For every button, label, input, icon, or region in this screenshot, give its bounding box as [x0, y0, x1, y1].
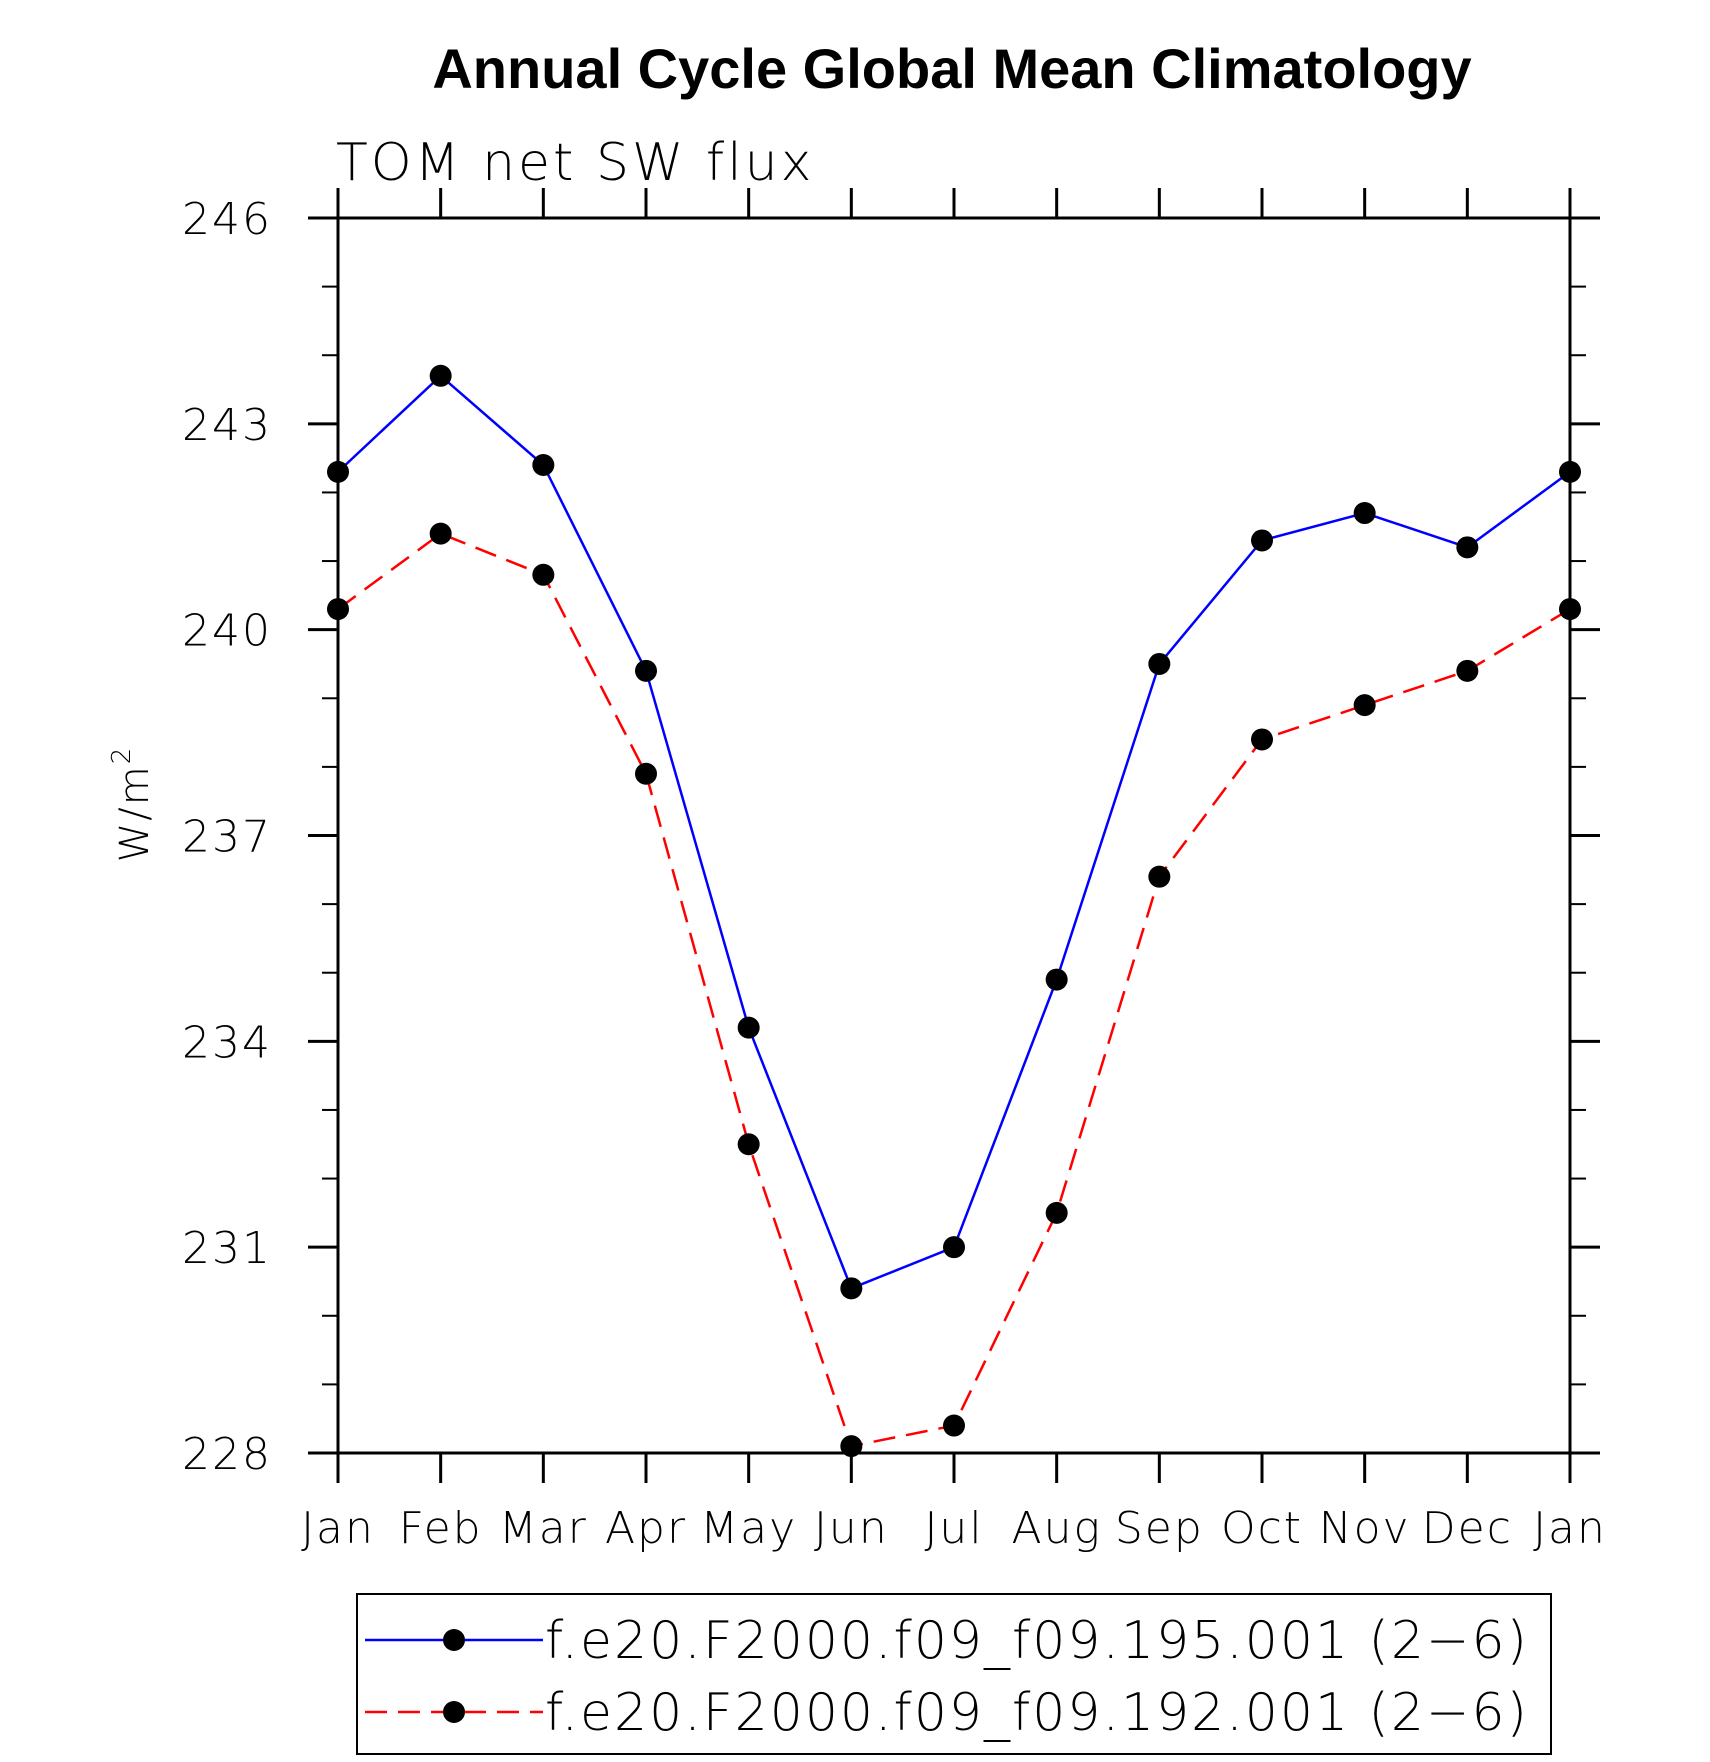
y-axis-label: W/m2: [107, 746, 158, 863]
legend: f.e20.F2000.f09_f09.195.001 (2−6) f.e20.…: [356, 1593, 1552, 1755]
y-tick-label: 234: [182, 1017, 272, 1068]
series-1-point: [943, 1236, 965, 1259]
y-axis-label-text: W/m: [112, 764, 158, 862]
x-tick-label: Oct: [1221, 1503, 1303, 1554]
legend-marker-1: [443, 1629, 465, 1651]
series-markers: [327, 364, 1581, 1458]
series-line-2: [337, 532, 1571, 1448]
series-2-point: [943, 1414, 965, 1437]
series-1-point: [1045, 968, 1068, 991]
x-tick-label: Jul: [924, 1503, 983, 1554]
legend-label-2: f.e20.F2000.f09_f09.192.001 (2−6): [545, 1683, 1529, 1743]
legend-marker-2: [443, 1701, 465, 1723]
series-1-point: [532, 454, 555, 476]
series-2-point: [840, 1435, 863, 1458]
y-tick-label: 237: [182, 812, 272, 863]
y-tick-label: 228: [182, 1429, 272, 1480]
legend-label-1: f.e20.F2000.f09_f09.195.001 (2−6): [545, 1611, 1529, 1671]
series-2-point: [1251, 728, 1273, 751]
series-2-point: [1353, 694, 1376, 717]
series-1-point: [1456, 536, 1479, 559]
series-1-point: [635, 659, 657, 682]
axes: Jan Feb Mar Apr May Jun Jul Aug Sep Oct Nov Dec Jan 2…: [182, 188, 1607, 1554]
series-1-point: [1353, 502, 1376, 525]
series-lines: [337, 374, 1571, 1448]
y-tick-label: 231: [182, 1223, 272, 1274]
x-tick-label: Jan: [301, 1503, 375, 1554]
y-tick-label: 240: [182, 606, 272, 657]
x-tick-label: Jun: [814, 1503, 889, 1554]
plot-frame: [336, 216, 1572, 1455]
series-2-point: [327, 598, 349, 621]
series-1-point: [1559, 460, 1581, 483]
x-tick-label: Sep: [1115, 1503, 1204, 1554]
series-2-point: [1456, 659, 1479, 682]
legend-box: [356, 1593, 1552, 1755]
svg-text:W/m2: W/m2: [107, 746, 158, 863]
series-line-1: [337, 374, 1571, 1290]
series-2-point: [1148, 865, 1171, 888]
series-2-point: [1559, 598, 1581, 621]
x-tick-label: Apr: [605, 1503, 687, 1554]
x-tick-label: Nov: [1319, 1503, 1411, 1554]
series-2-point: [737, 1133, 760, 1156]
series-1-point: [840, 1277, 863, 1300]
x-tick-label: Aug: [1011, 1503, 1101, 1554]
y-tick-label: 246: [182, 194, 272, 245]
series-1-point: [429, 364, 452, 387]
chart-subtitle: TOM net SW flux: [336, 133, 814, 193]
series-1-point: [1251, 529, 1273, 552]
series-2-point: [1045, 1201, 1068, 1224]
x-tick-label: Jan: [1533, 1503, 1607, 1554]
series-1-point: [1148, 652, 1171, 675]
y-axis-label-superscript: 2: [107, 746, 137, 765]
x-tick-label: Mar: [499, 1503, 588, 1554]
x-tick-label: Dec: [1422, 1503, 1513, 1554]
x-tick-label: Feb: [399, 1503, 483, 1554]
x-tick-label: May: [700, 1503, 797, 1554]
chart-title: Annual Cycle Global Mean Climatology: [432, 37, 1471, 100]
series-2-point: [429, 522, 452, 545]
series-1-point: [327, 460, 349, 483]
series-2-point: [532, 563, 555, 586]
y-tick-label: 243: [182, 400, 272, 451]
series-2-point: [635, 762, 657, 785]
series-1-point: [737, 1016, 760, 1039]
